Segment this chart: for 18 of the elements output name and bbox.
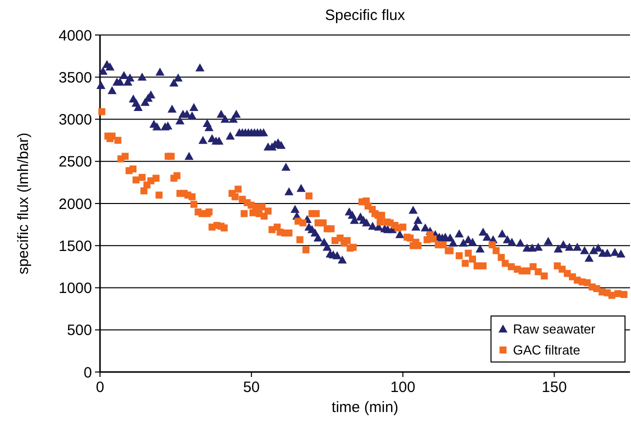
x-axis-title: time (min) (332, 399, 398, 416)
y-tick-label: 2000 (58, 196, 92, 213)
x-tick-label: 0 (96, 379, 104, 396)
y-tick-label: 3500 (58, 69, 92, 86)
y-tick-label: 3000 (58, 112, 92, 128)
legend-label: GAC filtrate (513, 342, 580, 358)
y-tick-label: 2500 (58, 154, 92, 171)
x-tick-label: 150 (542, 379, 567, 396)
legend-label: Raw seawater (513, 322, 596, 337)
chart-title: Specific flux (324, 7, 406, 24)
y-tick-label: 4000 (58, 27, 92, 44)
y-tick-label: 500 (66, 322, 92, 340)
y-tick-label: 1500 (58, 238, 92, 255)
y-tick-label: 0 (84, 364, 92, 382)
x-tick-label: 100 (390, 379, 416, 396)
y-tick-label: 1000 (58, 280, 92, 297)
y-axis-title: specific flux (lmh/bar) (15, 132, 32, 274)
x-tick-label: 50 (243, 379, 260, 396)
